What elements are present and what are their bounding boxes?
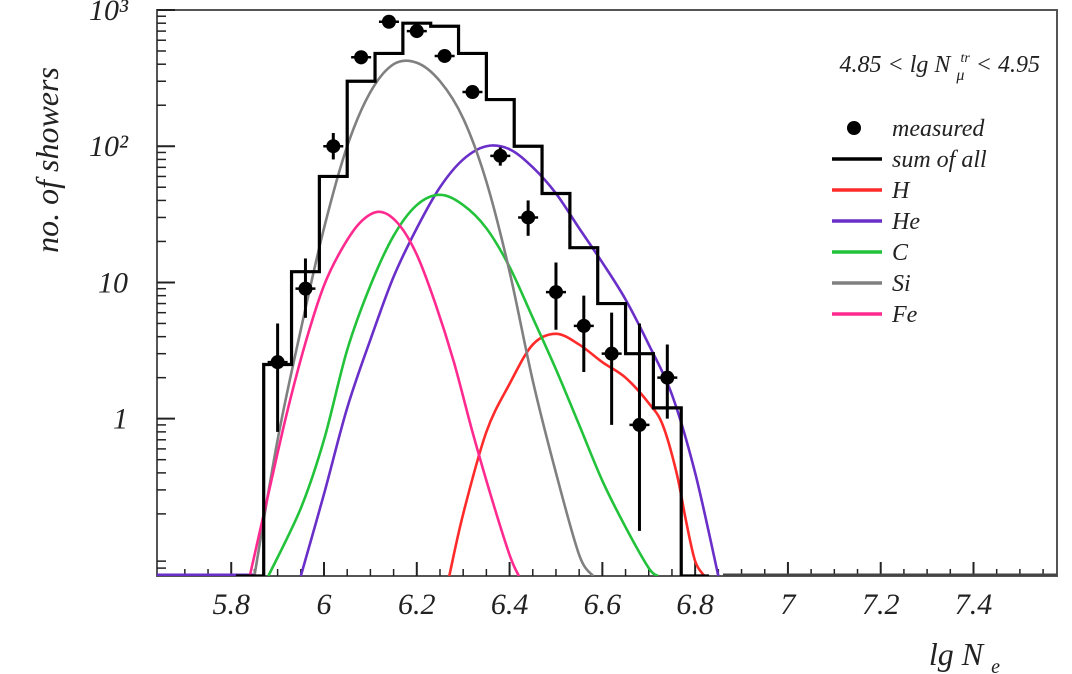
measured-point [351,50,372,65]
legend-label: Si [892,271,911,297]
measured-marker [493,148,508,163]
x-tick-label: 7.4 [955,588,993,621]
legend-label: C [892,240,909,266]
cut-annotation-sub: μ [955,67,964,84]
plot-border [156,9,1058,577]
legend-entry: C [832,240,909,266]
measured-marker [660,370,675,385]
measured-marker [521,210,536,225]
measured-point [378,14,399,29]
curve-h [447,332,706,576]
x-tick-label: 7 [780,588,797,621]
x-axis-label: lg N e [929,636,1000,674]
measured-point [490,147,511,166]
legend-entry: He [832,209,920,235]
x-tick-label: 7.2 [862,588,900,621]
measured-points [267,14,678,531]
measured-point [434,48,455,63]
measured-point [323,133,344,160]
measured-marker [354,50,369,65]
legend: measured sum of all H He C Si Fe [832,116,987,328]
measured-marker [326,139,341,154]
plot-frame [156,9,1058,577]
measured-point [518,200,539,236]
y-tick-label: 1 [113,403,128,436]
legend-label: measured [892,116,985,142]
measured-point [295,258,316,318]
curve-c [267,193,659,576]
sum-of-all-histogram [235,21,710,576]
x-tick-label: 6.6 [584,588,622,621]
measured-point [601,312,622,425]
measured-marker [576,318,591,333]
measured-marker [548,285,563,300]
measured-marker [270,355,285,370]
measured-point [657,344,678,419]
y-tick-label: 10² [89,130,129,163]
x-axis-label-main: lg N [929,636,985,672]
x-tick-label: 6 [317,588,332,621]
curve-he [299,144,720,576]
legend-label: H [891,178,911,204]
legend-entry: measured [847,116,985,142]
curve-fe [248,210,521,576]
component-curves [157,59,1057,576]
sum-of-all-steps [235,21,710,576]
measured-marker [437,48,452,63]
x-tick-label: 6.8 [676,588,714,621]
legend-label: sum of all [892,147,987,173]
y-tick-label: 10 [98,266,128,299]
curve-si [253,59,595,576]
legend-entry: sum of all [832,147,987,173]
measured-marker [465,85,480,100]
legend-marker [847,121,861,135]
y-tick-labels: 1 10 10² 10³ [89,0,129,436]
cut-annotation-sup: tr [960,51,970,66]
measured-point [462,85,483,100]
legend-entry: Si [832,271,911,297]
cut-annotation: 4.85 < lg N μ tr < 4.95 [840,42,1040,86]
measured-point [629,323,650,531]
measured-marker [632,417,647,432]
measured-marker [298,281,313,296]
measured-marker [381,14,396,29]
legend-label: He [891,209,920,235]
measured-point [267,323,288,432]
x-tick-label: 5.8 [212,588,250,621]
cut-annotation-suffix: < 4.95 [976,52,1040,78]
measured-point [406,24,427,39]
legend-label: Fe [891,302,918,328]
x-tick-label: 6.4 [491,588,529,621]
measured-marker [604,346,619,361]
x-axis-label-sub: e [991,656,1000,674]
legend-entry: H [832,178,911,204]
x-tick-label: 6.2 [398,588,436,621]
y-axis-label: no. of showers [29,67,65,253]
x-tick-labels: 5.8 6 6.2 6.4 6.6 6.8 7 7.2 7.4 [212,588,992,621]
measured-marker [409,24,424,39]
measured-point [545,262,566,330]
legend-entry: Fe [832,302,918,328]
measured-point [573,295,594,373]
cut-annotation-prefix: 4.85 < lg N [840,52,953,78]
y-tick-label: 10³ [89,0,129,27]
